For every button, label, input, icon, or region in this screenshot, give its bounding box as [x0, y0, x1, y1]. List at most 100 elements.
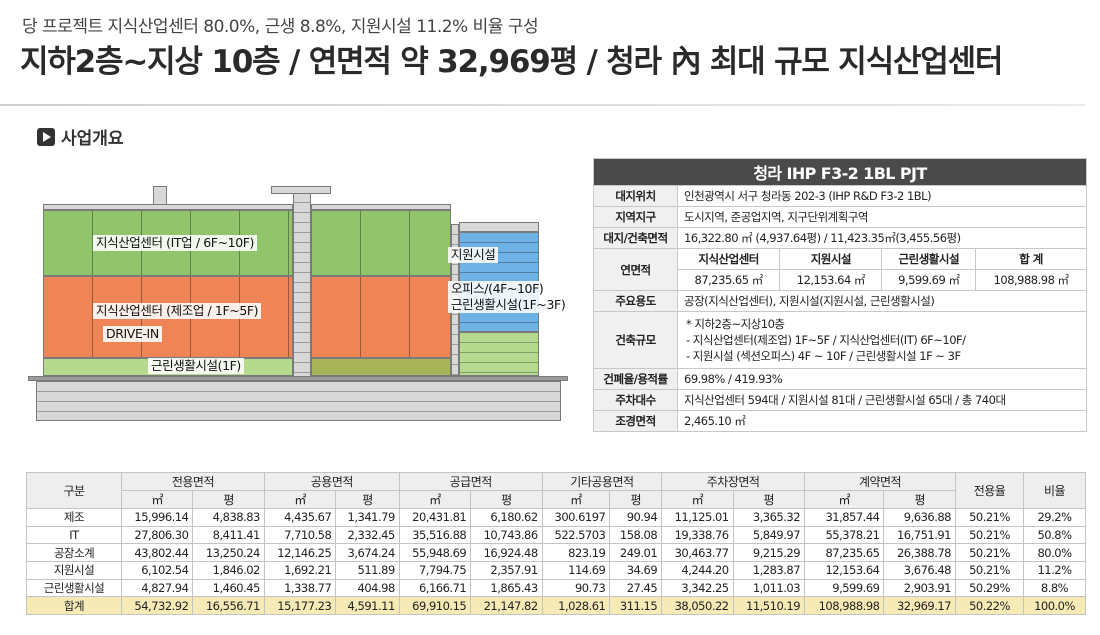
- table-cell: 55,378.21: [804, 525, 885, 545]
- unit-header: 평: [609, 490, 663, 509]
- floor-area-value: 108,988.98 ㎡: [975, 269, 1087, 291]
- table-cell: 80.0%: [1023, 543, 1086, 563]
- scale-line: - 지원시설 (섹션오피스) 4F ~ 10F / 근린생활시설 1F ~ 3F: [686, 349, 961, 363]
- block-mfg-right: [311, 276, 451, 358]
- section-heading: 사업개요: [37, 124, 124, 149]
- table-cell: 50.21%: [955, 508, 1024, 527]
- table-cell: 823.19: [541, 543, 611, 563]
- floor-area-header: 지식산업센터: [676, 248, 781, 270]
- unit-header: ㎡: [398, 490, 472, 509]
- parapet: [153, 186, 167, 206]
- row-label: IT: [26, 525, 122, 545]
- table-cell: 55,948.69: [398, 543, 472, 563]
- group-header: 계약면적: [804, 472, 956, 491]
- table-cell: 1,338.77: [263, 578, 337, 598]
- table-cell: 12,146.25: [263, 543, 337, 563]
- floor-area-value: 87,235.65 ㎡: [676, 269, 781, 291]
- table-cell: 8.8%: [1023, 578, 1086, 598]
- group-header: 기타공용면적: [541, 472, 663, 491]
- support-roof: [459, 222, 539, 232]
- page-title: 지하2층~지상 10층 / 연면적 약 32,969평 / 청라 內 최대 규모…: [20, 44, 1003, 80]
- divider: [0, 104, 1085, 106]
- table-cell: 522.5703: [541, 525, 611, 545]
- label-support: 지원시설: [448, 247, 499, 263]
- row-label: 합계: [26, 596, 122, 616]
- table-cell: 43,802.44: [120, 543, 194, 563]
- info-value: 공장(지식산업센터), 지원시설(지원시설, 근린생활시설): [677, 290, 1087, 312]
- table-cell: 16,751.91: [883, 525, 956, 545]
- table-cell: 100.0%: [1023, 596, 1086, 616]
- roof-slab: [43, 204, 293, 210]
- table-cell: 7,794.75: [398, 561, 472, 580]
- table-total-row: 합계 54,732.92 16,556.71 15,177.23 4,591.11 69,…: [26, 596, 1086, 616]
- label-office: 오피스/(4F~10F): [448, 281, 547, 297]
- table-cell: 300.6197: [541, 508, 611, 527]
- table-cell: 12,153.64: [804, 561, 885, 580]
- col-ratio-use: 전용율: [955, 472, 1024, 509]
- table-cell: 1,846.02: [192, 561, 265, 580]
- table-cell: 11,510.19: [732, 596, 806, 616]
- table-row: 제조 15,996.14 4,838.83 4,435.67 1,341.79 20,43…: [26, 508, 1086, 527]
- group-header: 전용면적: [121, 472, 265, 491]
- table-cell: 32,969.17: [883, 596, 956, 616]
- table-cell: 4,591.11: [335, 596, 400, 616]
- label-retail-tower: 근린생활시설(1F~3F): [448, 297, 569, 313]
- table-cell: 15,177.23: [263, 596, 337, 616]
- table-cell: 4,838.83: [192, 508, 265, 527]
- table-cell: 26,388.78: [883, 543, 956, 563]
- table-cell: 511.89: [335, 561, 400, 580]
- unit-header: 평: [335, 490, 400, 509]
- table-cell: 50.21%: [955, 561, 1024, 580]
- table-cell: 8,411.41: [192, 525, 265, 545]
- table-cell: 114.69: [541, 561, 611, 580]
- row-label: 근린생활시설: [26, 578, 122, 598]
- table-cell: 1,460.45: [192, 578, 265, 598]
- unit-header: ㎡: [120, 490, 194, 509]
- table-cell: 3,676.48: [883, 561, 956, 580]
- table-cell: 50.21%: [955, 525, 1024, 545]
- table-cell: 249.01: [609, 543, 663, 563]
- table-cell: 108,988.98: [804, 596, 885, 616]
- table-row: 공장소계 43,802.44 13,250.24 12,146.25 3,674.24 5…: [26, 543, 1086, 563]
- group-header: 주차장면적: [661, 472, 806, 491]
- table-cell: 54,732.92: [120, 596, 194, 616]
- table-cell: 21,147.82: [470, 596, 543, 616]
- table-cell: 6,180.62: [470, 508, 543, 527]
- table-cell: 11.2%: [1023, 561, 1086, 580]
- table-cell: 1,865.43: [470, 578, 543, 598]
- col-ratio: 비율: [1023, 472, 1086, 509]
- info-value: 지식산업센터 594대 / 지원시설 81대 / 근린생활시설 65대 / 총 …: [677, 389, 1087, 411]
- table-cell: 11,125.01: [661, 508, 734, 527]
- table-cell: 9,215.29: [732, 543, 806, 563]
- info-value: 16,322.80 ㎡ (4,937.64평) / 11,423.35㎡(3,4…: [677, 227, 1087, 249]
- info-key: 대지/건축면적: [593, 227, 678, 249]
- table-cell: 29.2%: [1023, 508, 1086, 527]
- roof-slab: [311, 204, 451, 210]
- table-cell: 16,556.71: [192, 596, 265, 616]
- table-cell: 90.94: [609, 508, 663, 527]
- scale-value: * 지하2층~지상10층 - 지식산업센터(제조업) 1F~5F / 지식산업센…: [677, 311, 1087, 369]
- info-key: 지역지구: [593, 206, 678, 228]
- unit-header: 평: [883, 490, 956, 509]
- table-cell: 38,050.22: [661, 596, 734, 616]
- col-gubun: 구분: [26, 472, 122, 509]
- table-cell: 19,338.76: [661, 525, 734, 545]
- table-cell: 34.69: [609, 561, 663, 580]
- page-subtitle: 당 프로젝트 지식산업센터 80.0%, 근생 8.8%, 지원시설 11.2%…: [22, 17, 539, 37]
- table-cell: 13,250.24: [192, 543, 265, 563]
- table-cell: 9,599.69: [804, 578, 885, 598]
- table-row: 지원시설 6,102.54 1,846.02 1,692.21 511.89 7,794.…: [26, 561, 1086, 580]
- table-cell: 50.29%: [955, 578, 1024, 598]
- info-key: 건축규모: [593, 311, 678, 369]
- core-roof: [271, 186, 331, 194]
- table-cell: 35,516.88: [398, 525, 472, 545]
- table-cell: 4,244.20: [661, 561, 734, 580]
- label-retail: 근린생활시설(1F): [148, 358, 244, 374]
- table-cell: 16,924.48: [470, 543, 543, 563]
- table-cell: 3,342.25: [661, 578, 734, 598]
- table-cell: 7,710.58: [263, 525, 337, 545]
- row-label: 공장소계: [26, 543, 122, 563]
- table-cell: 2,903.91: [883, 578, 956, 598]
- table-cell: 15,996.14: [120, 508, 194, 527]
- play-icon: [37, 127, 55, 146]
